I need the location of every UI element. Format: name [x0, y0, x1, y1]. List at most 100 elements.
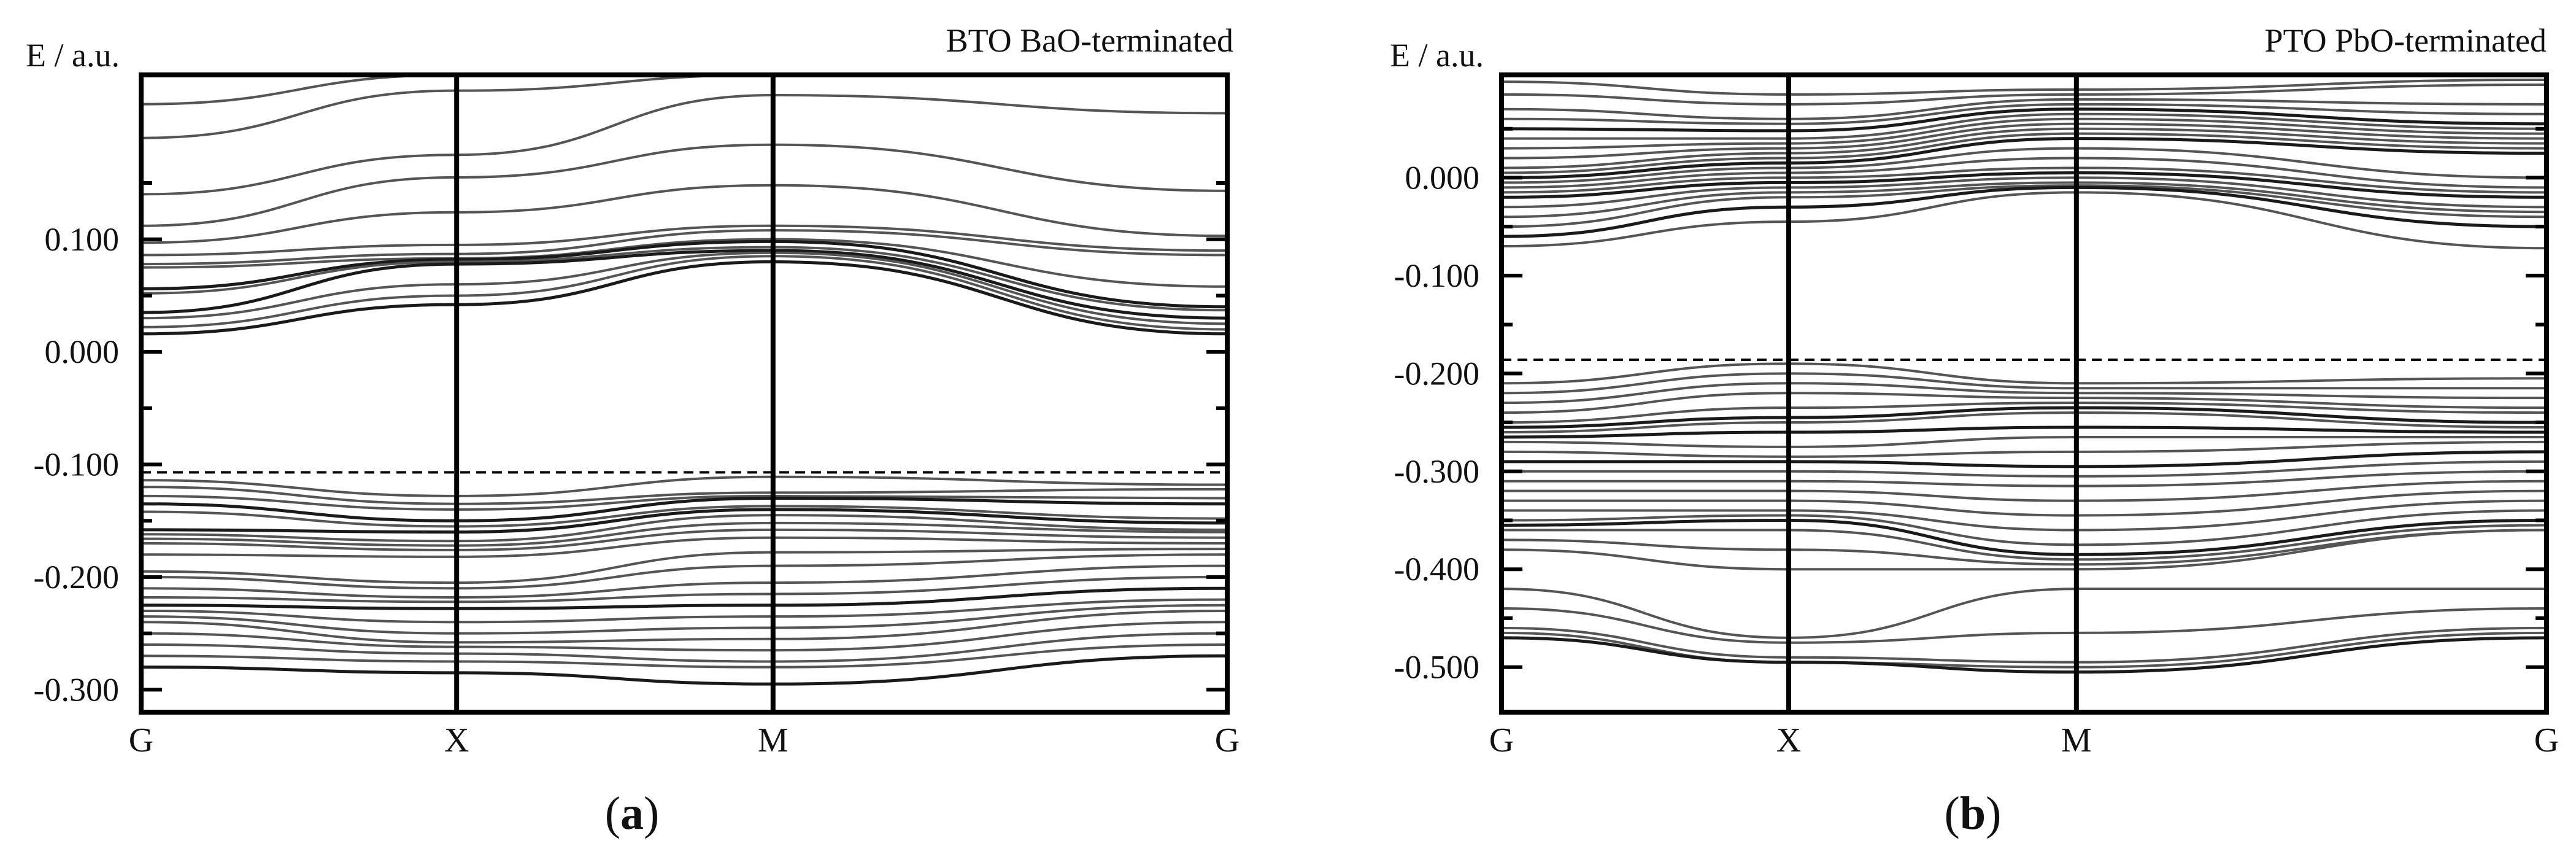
panel-title-b: PTO PbO-terminated: [2265, 22, 2547, 59]
y-tick-label: 0.000: [45, 333, 120, 370]
band-line: [1501, 191, 2547, 250]
band-line: [141, 73, 1227, 106]
band-line: [1502, 460, 2547, 478]
band-line: [141, 508, 1228, 534]
band-line: [141, 609, 1228, 644]
band-line: [1501, 382, 2547, 405]
y-tick-label: -0.200: [1394, 355, 1479, 392]
k-point-lines-a: [454, 75, 776, 712]
band-line: [141, 564, 1228, 599]
y-tick-label: -0.100: [1394, 257, 1479, 294]
band-line: [1501, 529, 2547, 571]
caption-b: (b): [1945, 788, 2002, 839]
band-line: [1501, 626, 2547, 664]
band-line: [141, 575, 1228, 604]
bands-b: [1501, 73, 2547, 674]
plot-frame-a: [139, 72, 1230, 715]
band-line: [141, 598, 1228, 624]
band-line: [141, 586, 1228, 610]
y-axis-title-a: E / a.u.: [26, 37, 120, 74]
band-line: [1501, 636, 2547, 674]
band-line: [141, 553, 1228, 590]
band-line: [1501, 518, 2547, 556]
band-line: [1502, 524, 2547, 561]
k-point-label: M: [2061, 721, 2092, 759]
band-line: [1501, 171, 2547, 199]
band-line: [141, 238, 1228, 288]
band-line: [141, 505, 1228, 528]
band-line: [141, 497, 1228, 522]
band-line: [1502, 112, 2547, 140]
y-tick-label: -0.400: [1394, 551, 1479, 588]
band-line: [1502, 470, 2547, 487]
band-line: [1501, 181, 2547, 219]
y-tick-label: 0.100: [45, 221, 120, 258]
caption-letter-a: a: [620, 788, 644, 839]
band-line: [1501, 127, 2547, 169]
band-line: [141, 184, 1228, 244]
y-axis-title-b: E / a.u.: [1390, 37, 1484, 74]
band-line: [1501, 411, 2547, 433]
band-line: [1501, 157, 2547, 189]
band-line: [1501, 631, 2547, 669]
band-line: [1501, 529, 2547, 566]
band-line: [1501, 166, 2547, 194]
band-line: [141, 94, 1228, 196]
band-line: [141, 494, 1228, 511]
y-tick-label: -0.100: [34, 446, 119, 483]
y-tick-label: -0.500: [1394, 649, 1479, 686]
band-line: [1501, 588, 2547, 639]
band-line: [141, 521, 1228, 547]
band-line: [1501, 122, 2547, 160]
band-line: [1501, 435, 2547, 448]
plot-frame-b: [1499, 72, 2549, 715]
band-line: [1502, 489, 2547, 517]
band-line: [1501, 78, 2547, 96]
band-line: [141, 475, 1228, 497]
panel-title-a: BTO BaO-terminated: [946, 22, 1233, 59]
band-line: [141, 260, 1228, 336]
k-point-label: X: [444, 721, 469, 759]
band-line: [141, 229, 1228, 266]
k-point-label: G: [1489, 721, 1514, 759]
band-line: [141, 632, 1228, 663]
k-point-label: G: [2534, 721, 2559, 759]
panel-b: 0.000 -0.100 -0.200 -0.300 -0.400 -0.500 G X M G…: [1390, 22, 2559, 839]
band-line: [141, 143, 1228, 227]
y-tick-label: -0.300: [1394, 453, 1479, 490]
band-line: [141, 643, 1228, 669]
band-line: [1501, 185, 2547, 238]
band-line: [1502, 479, 2547, 502]
caption-letter-b: b: [1960, 788, 1986, 839]
band-line: [1501, 184, 2547, 228]
band-line: [1502, 499, 2547, 532]
band-line: [1501, 425, 2547, 439]
band-line: [1501, 372, 2547, 395]
y-tick-label: -0.300: [34, 671, 119, 708]
band-line: [141, 604, 1228, 635]
band-line: [1501, 132, 2547, 174]
bands-a: [141, 73, 1228, 686]
y-tick-label: 0.000: [1405, 159, 1480, 196]
band-line: [1501, 107, 2547, 133]
band-line: [141, 654, 1228, 686]
band-line: [1501, 607, 2547, 644]
band-line: [141, 514, 1228, 543]
k-point-label: G: [129, 721, 153, 759]
band-line: [141, 73, 1227, 139]
k-point-lines-b: [1786, 75, 2079, 712]
band-line: [141, 251, 1228, 325]
k-point-label: X: [1776, 721, 1801, 759]
y-tick-label: -0.200: [34, 559, 119, 596]
band-line: [1501, 406, 2547, 429]
band-line: [1501, 103, 2547, 125]
band-line: [141, 528, 1228, 551]
k-point-label: M: [758, 721, 789, 759]
band-line: [1501, 98, 2547, 120]
band-line: [1501, 117, 2547, 150]
band-line: [1501, 440, 2547, 458]
band-line: [141, 239, 1228, 309]
band-line: [141, 255, 1228, 331]
